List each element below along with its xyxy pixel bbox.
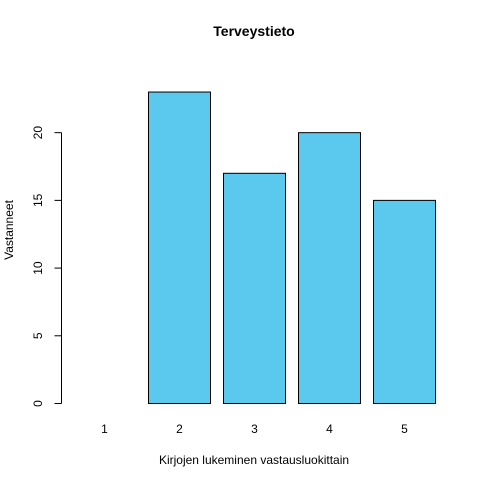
bar-4 xyxy=(298,132,361,405)
chart-title: Terveystieto xyxy=(213,23,294,39)
x-tick-label: 2 xyxy=(176,422,183,436)
x-tick-label: 4 xyxy=(326,422,333,436)
y-tick-label: 20 xyxy=(31,126,45,140)
y-tick-label: 5 xyxy=(31,332,45,339)
bars xyxy=(148,91,436,405)
x-tick-label: 3 xyxy=(251,422,258,436)
y-tick-label: 0 xyxy=(31,400,45,407)
x-axis-tick-labels: 1 2 3 4 5 xyxy=(101,422,408,436)
x-axis-label: Kirjojen lukeminen vastausluokittain xyxy=(159,453,349,467)
y-tick-label: 15 xyxy=(31,193,45,207)
bar-3 xyxy=(223,172,286,404)
y-axis: 0 5 10 15 20 xyxy=(31,126,62,407)
bar-2 xyxy=(148,91,211,405)
y-axis-label: Vastanneet xyxy=(2,199,16,259)
bar-5 xyxy=(373,199,436,404)
x-tick-label: 1 xyxy=(101,422,108,436)
y-tick-label: 10 xyxy=(31,261,45,275)
x-tick-label: 5 xyxy=(401,422,408,436)
